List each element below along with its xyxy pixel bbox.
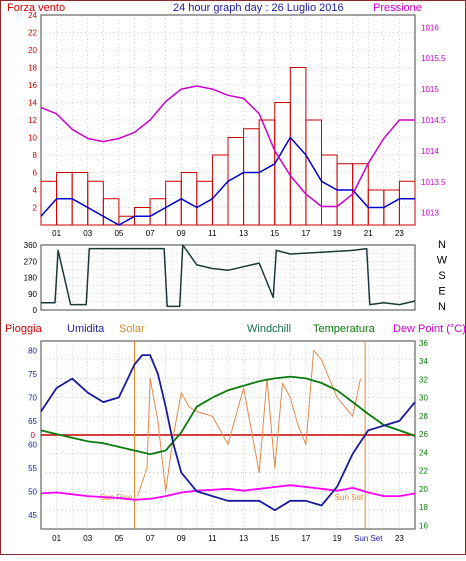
y-tick-right: 16 bbox=[419, 521, 428, 530]
dewpoint-line bbox=[40, 484, 416, 501]
y-tick-right: 36 bbox=[419, 339, 428, 348]
right-axis-label-pressure: Pressione bbox=[373, 2, 422, 14]
y-tick-left: 4 bbox=[33, 186, 38, 195]
x-tick-label: 23 bbox=[395, 534, 404, 543]
x-tick-label: 15 bbox=[270, 229, 279, 238]
rain-zero-label: 0 bbox=[31, 431, 36, 440]
y-tick-left: 65 bbox=[28, 417, 37, 426]
y-tick-left: 8 bbox=[33, 151, 38, 160]
y-tick-direction: 90 bbox=[28, 290, 37, 299]
legend-windchill: Windchill bbox=[247, 323, 291, 335]
y-tick-left: 22 bbox=[28, 29, 37, 38]
x-tick-label: 03 bbox=[83, 534, 92, 543]
y-tick-right: 1014 bbox=[421, 147, 439, 156]
compass-label: W bbox=[437, 255, 448, 267]
y-tick-left: 2 bbox=[33, 204, 38, 213]
y-tick-left: 55 bbox=[28, 464, 37, 473]
y-tick-left: 70 bbox=[28, 393, 37, 402]
x-tick-label: 17 bbox=[301, 229, 310, 238]
x-tick-label: 17 bbox=[301, 534, 310, 543]
x-tick-label: 23 bbox=[395, 229, 404, 238]
x-tick-label: 11 bbox=[208, 534, 217, 543]
y-tick-left: 18 bbox=[28, 64, 37, 73]
x-tick-label: 21 bbox=[364, 229, 373, 238]
y-tick-left: 80 bbox=[28, 346, 37, 355]
y-tick-direction: 0 bbox=[33, 306, 38, 315]
x-tick-label: 05 bbox=[114, 229, 123, 238]
x-tick-label: 13 bbox=[239, 534, 248, 543]
y-tick-right: 1013 bbox=[421, 209, 439, 218]
y-tick-left: 60 bbox=[28, 440, 37, 449]
wind-direction-line bbox=[41, 244, 416, 308]
y-tick-direction: 270 bbox=[24, 257, 38, 266]
wind-gust-bar bbox=[398, 180, 416, 226]
x-tick-label: 11 bbox=[208, 229, 217, 238]
sunset-label: Sun Set bbox=[335, 493, 364, 502]
y-tick-right: 32 bbox=[419, 375, 428, 384]
y-tick-right: 1015 bbox=[421, 85, 439, 94]
x-tick-label: 05 bbox=[114, 534, 123, 543]
wind-speed-line bbox=[40, 136, 415, 226]
x-tick-label: 09 bbox=[177, 229, 186, 238]
y-tick-right: 30 bbox=[419, 394, 428, 403]
temperature-line bbox=[40, 375, 416, 456]
y-tick-left: 75 bbox=[28, 370, 37, 379]
compass-label: S bbox=[438, 270, 445, 282]
y-tick-right: 28 bbox=[419, 412, 428, 421]
x-tick-label: 01 bbox=[52, 229, 61, 238]
x-tick-label: 07 bbox=[146, 229, 155, 238]
x-tick-sunset: Sun Set bbox=[354, 534, 383, 543]
y-tick-left: 10 bbox=[28, 134, 37, 143]
x-tick-label: 07 bbox=[146, 534, 155, 543]
compass-label: E bbox=[438, 286, 445, 298]
y-tick-right: 1016 bbox=[421, 23, 439, 32]
x-tick-label: 09 bbox=[177, 534, 186, 543]
pressure-line bbox=[40, 85, 415, 208]
y-tick-right: 26 bbox=[419, 430, 428, 439]
y-tick-left: 6 bbox=[33, 169, 38, 178]
y-tick-left: 12 bbox=[28, 116, 37, 125]
compass-label: N bbox=[438, 301, 446, 313]
y-tick-left: 14 bbox=[28, 99, 37, 108]
x-tick-label: 03 bbox=[83, 229, 92, 238]
y-tick-direction: 180 bbox=[24, 274, 38, 283]
y-tick-right: 18 bbox=[419, 503, 428, 512]
y-tick-left: 50 bbox=[28, 487, 37, 496]
legend-temperature: Temperatura bbox=[313, 323, 376, 335]
legend-humidity: Umidita bbox=[67, 323, 105, 335]
y-tick-direction: 360 bbox=[24, 241, 38, 250]
y-tick-right: 34 bbox=[419, 357, 428, 366]
y-tick-right: 20 bbox=[419, 485, 428, 494]
wind-gust-bar bbox=[102, 198, 120, 226]
x-tick-label: 15 bbox=[270, 534, 279, 543]
y-tick-left: 16 bbox=[28, 81, 37, 90]
y-tick-right: 1013.5 bbox=[421, 178, 446, 187]
y-tick-right: 1015.5 bbox=[421, 54, 446, 63]
y-tick-right: 22 bbox=[419, 467, 428, 476]
legend-solar: Solar bbox=[119, 323, 145, 335]
temperature-humidity-panel: 45 50 55 60 65 70 75 80 16 18 20 22 24 26 28 30 32 34 36 0 S… bbox=[28, 339, 428, 543]
chart-title: 24 hour graph day : 26 Luglio 2016 bbox=[173, 2, 344, 14]
y-tick-left: 24 bbox=[28, 11, 37, 20]
y-tick-left: 45 bbox=[28, 511, 37, 520]
x-tick-label: 13 bbox=[239, 229, 248, 238]
left-axis-label-wind: Forza vento bbox=[7, 2, 65, 14]
y-tick-right: 24 bbox=[419, 448, 428, 457]
y-tick-right: 1014.5 bbox=[421, 116, 446, 125]
x-tick-label: 19 bbox=[333, 534, 342, 543]
y-tick-left: 20 bbox=[28, 46, 37, 55]
solar-line bbox=[137, 349, 361, 497]
x-tick-label: 01 bbox=[52, 534, 61, 543]
humidity-line bbox=[40, 354, 416, 512]
wind-pressure-panel: 2468101214161820222410131013.510141014.5… bbox=[28, 11, 446, 238]
legend-rain: Pioggia bbox=[5, 323, 43, 335]
legend-dewpoint: Dew Point (°C) bbox=[393, 323, 466, 335]
x-tick-label: 19 bbox=[333, 229, 342, 238]
compass-label: N bbox=[438, 239, 446, 251]
